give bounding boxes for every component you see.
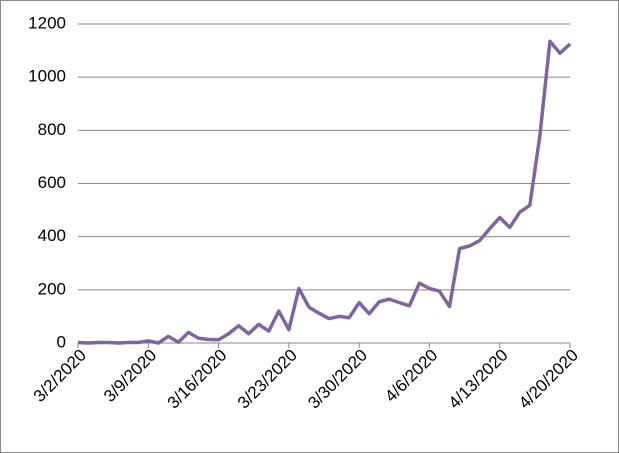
line: [77, 39, 572, 345]
y-tick-label: 800: [38, 120, 66, 139]
y-tick-label: 200: [38, 279, 66, 298]
y-tick-label: 1200: [28, 13, 66, 32]
y-tick-label: 0: [57, 332, 66, 351]
y-tick-label: 1000: [28, 67, 66, 86]
y-tick-label: 400: [38, 226, 66, 245]
y-tick-label: 600: [38, 173, 66, 192]
